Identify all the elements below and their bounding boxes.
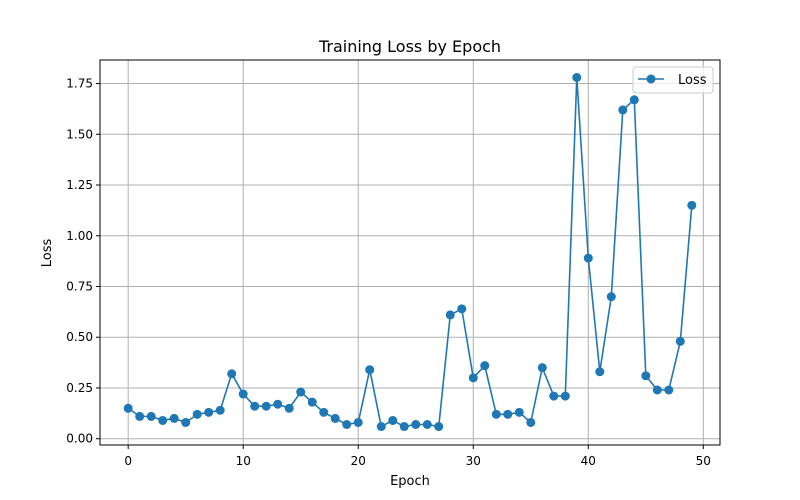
loss-data-point bbox=[204, 407, 214, 417]
loss-data-point bbox=[215, 405, 225, 415]
loss-series-line bbox=[127, 76, 693, 428]
loss-data-point bbox=[169, 413, 179, 423]
loss-data-point bbox=[192, 409, 202, 419]
loss-data-point bbox=[526, 417, 536, 427]
x-tick-label: 50 bbox=[696, 454, 711, 468]
loss-data-point bbox=[411, 420, 421, 430]
x-axis-label: Epoch bbox=[390, 474, 430, 489]
x-tick-label: 40 bbox=[581, 454, 596, 468]
x-tick-label: 0 bbox=[124, 454, 132, 468]
loss-data-point bbox=[583, 253, 593, 263]
loss-data-point bbox=[652, 385, 662, 395]
loss-data-point bbox=[307, 397, 317, 407]
plot-area-frame bbox=[99, 59, 721, 446]
loss-data-point bbox=[618, 105, 628, 115]
y-tick-label: 0.00 bbox=[66, 432, 93, 446]
loss-data-point bbox=[376, 422, 386, 432]
loss-data-point bbox=[468, 373, 478, 383]
loss-data-point bbox=[572, 72, 582, 82]
axis-ticks: 0 10 20 30 40 50 0.00 0.25 0.50 0.75 1.00 1.25 1.50 1… bbox=[66, 77, 711, 468]
y-tick-label: 0.25 bbox=[66, 381, 93, 395]
loss-data-point bbox=[422, 420, 432, 430]
series-layer bbox=[123, 72, 697, 432]
loss-data-point bbox=[480, 361, 490, 371]
loss-data-point bbox=[664, 385, 674, 395]
legend-label: Loss bbox=[678, 73, 707, 88]
loss-data-point bbox=[365, 365, 375, 375]
loss-data-point bbox=[514, 407, 524, 417]
y-tick-label: 1.75 bbox=[66, 77, 93, 91]
loss-data-point bbox=[641, 371, 651, 381]
loss-data-point bbox=[273, 399, 283, 409]
loss-data-point bbox=[158, 415, 168, 425]
loss-data-point bbox=[606, 292, 616, 302]
loss-data-point bbox=[595, 367, 605, 377]
y-tick-label: 1.25 bbox=[66, 178, 93, 192]
chart-title: Training Loss by Epoch bbox=[318, 37, 501, 56]
loss-data-point bbox=[353, 417, 363, 427]
loss-data-point bbox=[560, 391, 570, 401]
loss-data-point bbox=[284, 403, 294, 413]
loss-data-point bbox=[687, 200, 697, 210]
loss-data-point bbox=[388, 415, 398, 425]
loss-data-point bbox=[227, 369, 237, 379]
loss-data-point bbox=[491, 409, 501, 419]
loss-data-point bbox=[123, 403, 133, 413]
loss-data-point bbox=[675, 336, 685, 346]
loss-data-point bbox=[549, 391, 559, 401]
y-tick-label: 0.75 bbox=[66, 279, 93, 293]
y-tick-label: 1.50 bbox=[66, 127, 93, 141]
loss-data-point bbox=[445, 310, 455, 320]
loss-data-point bbox=[342, 420, 352, 430]
loss-data-point bbox=[629, 95, 639, 105]
loss-data-point bbox=[399, 422, 409, 432]
loss-data-point bbox=[457, 304, 467, 314]
loss-data-point bbox=[135, 411, 145, 421]
y-tick-label: 0.50 bbox=[66, 330, 93, 344]
loss-data-point bbox=[434, 422, 444, 432]
x-tick-label: 10 bbox=[236, 454, 251, 468]
y-axis-label: Loss bbox=[40, 239, 55, 268]
loss-data-point bbox=[537, 363, 547, 373]
loss-data-point bbox=[319, 407, 329, 417]
x-tick-label: 20 bbox=[351, 454, 366, 468]
legend: Loss bbox=[632, 66, 714, 94]
loss-data-point bbox=[146, 411, 156, 421]
loss-data-point bbox=[238, 389, 248, 399]
loss-data-point bbox=[181, 417, 191, 427]
grid bbox=[100, 60, 720, 445]
y-tick-label: 1.00 bbox=[66, 229, 93, 243]
legend-marker-icon bbox=[646, 74, 656, 84]
x-tick-label: 30 bbox=[466, 454, 481, 468]
legend-box bbox=[632, 66, 714, 94]
loss-data-point bbox=[250, 401, 260, 411]
loss-data-point bbox=[296, 387, 306, 397]
loss-data-point bbox=[503, 409, 513, 419]
loss-data-point bbox=[330, 413, 340, 423]
loss-data-point bbox=[261, 401, 271, 411]
